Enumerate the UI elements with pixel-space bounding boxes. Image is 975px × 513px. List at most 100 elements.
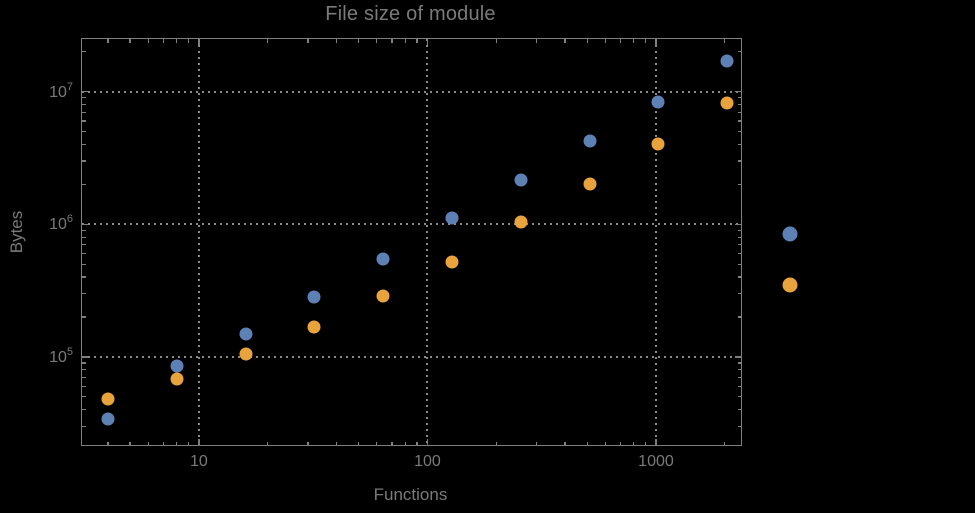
data-point-series-2 (445, 255, 459, 269)
data-point-series-2 (307, 320, 321, 334)
data-point-series-1 (583, 134, 597, 148)
x-minor-tick (404, 441, 406, 445)
y-minor-tick-right (737, 425, 741, 427)
y-minor-tick-right (737, 276, 741, 278)
y-minor-tick-right (737, 111, 741, 113)
data-point-series-2 (720, 96, 734, 110)
x-tick-label: 1000 (638, 453, 674, 470)
x-minor-tick (586, 441, 588, 445)
y-minor-tick-right (737, 396, 741, 398)
data-point-series-2 (239, 347, 253, 361)
x-minor-tick (416, 441, 418, 445)
y-minor-tick-right (737, 385, 741, 387)
x-minor-tick (724, 441, 726, 445)
y-minor-tick (82, 396, 86, 398)
y-minor-tick-right (737, 143, 741, 145)
y-gridline (82, 355, 741, 358)
x-major-tick-top (426, 39, 429, 45)
y-gridline (82, 223, 741, 226)
x-tick-label: 100 (414, 453, 441, 470)
data-point-series-1 (376, 252, 390, 266)
x-minor-tick-top (724, 39, 726, 43)
y-minor-tick-right (737, 51, 741, 53)
x-minor-tick (358, 441, 360, 445)
y-minor-tick-right (737, 316, 741, 318)
y-minor-tick (82, 183, 86, 185)
y-minor-tick (82, 103, 86, 106)
x-minor-tick (307, 441, 309, 445)
y-minor-tick-right (737, 253, 741, 255)
x-minor-tick-top (107, 39, 109, 43)
y-major-tick-right (735, 356, 741, 358)
x-minor-tick (107, 441, 109, 445)
x-minor-tick (391, 441, 393, 445)
legend-marker-series-2 (782, 277, 798, 293)
x-minor-tick-top (633, 39, 635, 43)
x-minor-tick-top (147, 39, 149, 43)
x-minor-tick-top (586, 39, 588, 43)
x-minor-tick (129, 441, 131, 445)
data-point-series-1 (720, 54, 734, 68)
y-major-tick (82, 90, 88, 93)
x-major-tick (198, 439, 200, 445)
x-minor-tick (335, 441, 338, 445)
data-point-series-2 (583, 177, 597, 191)
y-minor-tick (82, 409, 86, 411)
x-minor-tick-top (267, 39, 269, 43)
y-tick-label: 105 (49, 345, 73, 367)
data-point-series-1 (514, 173, 528, 187)
x-minor-tick-top (644, 39, 647, 43)
y-minor-tick-right (737, 376, 741, 379)
y-minor-tick-right (737, 97, 741, 99)
x-minor-tick-top (564, 39, 566, 43)
y-axis-label: Bytes (7, 210, 26, 254)
x-minor-tick-top (391, 39, 393, 43)
x-tick-label: 10 (189, 453, 208, 470)
y-minor-tick-right (737, 183, 741, 185)
x-gridline (654, 39, 657, 445)
y-minor-tick (82, 120, 86, 122)
plot-area: 10 100 1000 105 106 107 (49, 38, 742, 470)
data-point-series-1 (307, 290, 321, 304)
data-point-series-2 (651, 137, 665, 151)
x-minor-tick-top (358, 39, 360, 43)
x-minor-tick-top (307, 39, 309, 43)
y-major-tick (82, 223, 88, 225)
y-minor-tick-right (737, 293, 741, 295)
x-minor-tick (619, 441, 622, 445)
x-minor-tick (535, 441, 538, 445)
y-minor-tick (82, 236, 86, 238)
y-minor-tick-right (737, 229, 741, 231)
x-axis-label: Functions (373, 485, 448, 504)
data-point-series-2 (170, 372, 184, 386)
y-minor-tick (82, 293, 86, 295)
y-tick-label: 106 (49, 213, 73, 234)
y-major-tick-right (735, 90, 741, 93)
x-major-tick-top (198, 39, 200, 45)
y-minor-tick-right (737, 236, 741, 238)
y-minor-tick-right (737, 369, 741, 371)
y-minor-tick-right (737, 263, 741, 265)
x-minor-tick (564, 441, 566, 445)
x-major-tick-top (655, 39, 657, 45)
y-minor-tick (82, 130, 86, 133)
y-major-tick (82, 356, 88, 358)
y-minor-tick (82, 369, 86, 371)
data-point-series-2 (514, 215, 528, 229)
x-minor-tick-top (162, 39, 165, 43)
data-point-series-2 (376, 289, 390, 303)
y-minor-tick-right (737, 244, 741, 246)
y-minor-tick (82, 263, 86, 265)
data-point-series-1 (445, 211, 459, 225)
legend-marker-series-1 (782, 226, 798, 242)
y-minor-tick-right (737, 409, 741, 411)
y-major-tick-right (735, 223, 741, 225)
x-minor-tick (604, 441, 606, 445)
data-point-series-1 (170, 359, 184, 373)
y-minor-tick-right (737, 130, 741, 133)
y-minor-tick (82, 244, 86, 246)
y-minor-tick (82, 229, 86, 231)
y-minor-tick-right (737, 362, 741, 364)
x-minor-tick (147, 441, 149, 445)
x-minor-tick-top (404, 39, 406, 43)
